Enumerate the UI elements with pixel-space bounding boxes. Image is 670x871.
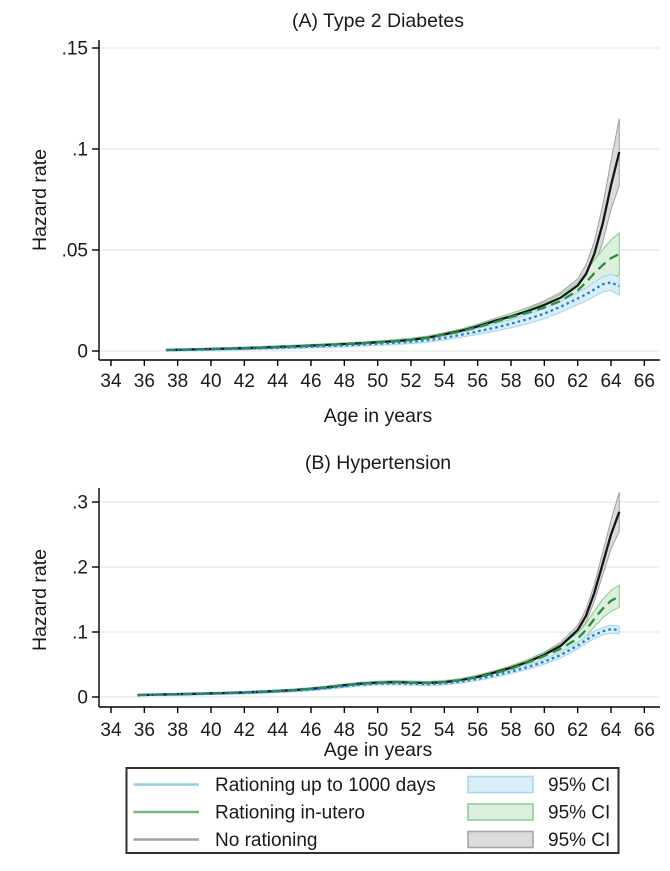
x-tick-label: 44: [267, 371, 289, 392]
legend-label-no-rationing: No rationing: [215, 830, 317, 851]
x-tick-label: 54: [434, 371, 456, 392]
legend-ci-swatch: [467, 830, 534, 849]
x-tick-label: 42: [234, 720, 255, 741]
x-tick-label: 34: [100, 720, 122, 741]
x-tick-label: 64: [600, 371, 622, 392]
x-tick-label: 52: [400, 371, 421, 392]
panel-a-yaxis-title: Hazard rate: [29, 149, 51, 251]
hazard-line-dotted: [137, 627, 620, 697]
x-tick-label: 42: [234, 371, 255, 392]
x-tick-label: 64: [600, 720, 622, 741]
x-tick-label: 44: [267, 720, 289, 741]
x-tick-label: 36: [134, 371, 155, 392]
x-tick-label: 62: [567, 720, 588, 741]
x-tick-label: 38: [167, 371, 188, 392]
legend-ci-label-green: 95% CI: [548, 803, 610, 824]
x-tick-label: 34: [100, 371, 122, 392]
x-tick-label: 66: [634, 720, 655, 741]
legend-ci-label-gray: 95% CI: [548, 830, 610, 851]
panel-b-xaxis-title: Age in years: [324, 739, 433, 761]
legend-ci-swatch: [467, 803, 534, 821]
hazard-line-dotted: [165, 281, 620, 352]
hazard-line-dashed: [165, 252, 620, 352]
y-tick-label: .3: [72, 493, 88, 514]
x-tick-label: 60: [534, 720, 555, 741]
x-tick-label: 38: [167, 720, 188, 741]
ci-band-solid: [137, 491, 620, 697]
x-tick-label: 50: [367, 720, 388, 741]
x-tick-label: 46: [300, 371, 321, 392]
y-tick-label: .2: [72, 558, 88, 579]
hazard-line-solid: [137, 511, 621, 697]
x-tick-label: 58: [500, 371, 521, 392]
panel-a-plot: 0 .05 .1 .15 34 36 38 40 42 44 46 48 50 52 54 56 58 60 62 6…: [62, 39, 660, 392]
x-tick-label: 66: [634, 371, 655, 392]
y-tick-label: .1: [72, 623, 88, 644]
x-tick-label: 50: [367, 371, 388, 392]
legend: Rationing up to 1000 days Rationing in-u…: [125, 767, 620, 854]
x-tick-label: 62: [567, 371, 588, 392]
legend-ci-label-blue: 95% CI: [548, 775, 610, 796]
y-tick-label: 0: [77, 342, 88, 363]
legend-label-rationing-in-utero: Rationing in-utero: [215, 803, 365, 824]
x-tick-label: 54: [434, 720, 456, 741]
panel-a-xaxis-title: Age in years: [324, 405, 433, 427]
x-tick-label: 40: [200, 720, 221, 741]
y-tick-label: .15: [62, 39, 88, 60]
legend-box: [125, 767, 620, 854]
x-tick-label: 40: [200, 371, 221, 392]
ci-band-dotted: [165, 273, 620, 352]
x-tick-label: 48: [334, 371, 355, 392]
x-tick-label: 48: [334, 720, 355, 741]
panel-b-title: (B) Hypertension: [305, 452, 451, 474]
x-tick-label: 60: [534, 371, 555, 392]
x-tick-label: 56: [467, 720, 488, 741]
legend-samples: [133, 775, 534, 849]
panel-b-yaxis-title: Hazard rate: [29, 549, 51, 651]
x-tick-label: 46: [300, 720, 321, 741]
y-tick-label: .05: [62, 241, 88, 262]
x-tick-label: 36: [134, 720, 155, 741]
hazard-line-dashed: [137, 595, 620, 697]
legend-ci-swatch: [467, 775, 534, 794]
y-tick-label: 0: [77, 688, 88, 709]
hazard-line-solid: [165, 151, 621, 352]
ci-band-dashed: [137, 584, 620, 697]
y-tick-label: .1: [72, 140, 88, 161]
legend-label-rationing-1000-days: Rationing up to 1000 days: [215, 775, 436, 796]
panel-b-plot: 0 .1 .2 .3 34 36 38 40 42 44 46 48 50 52 54 56 58 60 62 64 6…: [72, 488, 660, 741]
panel-a-title: (A) Type 2 Diabetes: [292, 10, 464, 32]
x-tick-label: 58: [500, 720, 521, 741]
x-tick-label: 56: [467, 371, 488, 392]
x-tick-label: 52: [400, 720, 421, 741]
